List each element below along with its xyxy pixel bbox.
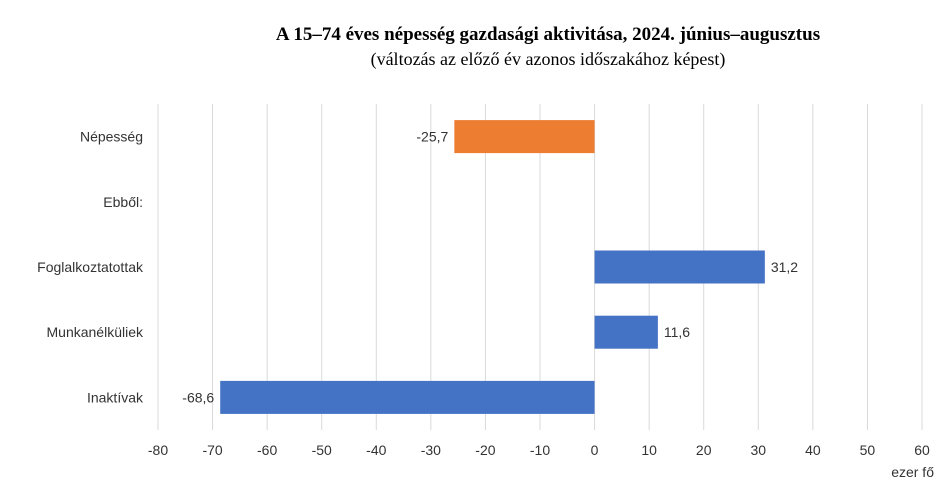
chart-title: A 15–74 éves népesség gazdasági aktivitá… [275,24,821,45]
x-tick-label: 50 [860,442,876,458]
x-unit-label: ezer fő [891,464,934,480]
category-label: Munkanélküliek [47,324,144,340]
x-tick-label: 40 [805,442,821,458]
x-tick-label: 0 [591,442,599,458]
category-label: Ebből: [103,194,143,210]
chart-subtitle: (változás az előző év azonos időszakához… [370,49,726,69]
x-tick-label: -10 [530,442,550,458]
x-tick-label: -20 [475,442,495,458]
x-tick-label: -30 [421,442,441,458]
category-label: Foglalkoztatottak [37,259,144,275]
data-label: -25,7 [416,129,448,145]
category-label: Inaktívak [87,389,144,405]
x-tick-label: -50 [312,442,332,458]
x-tick-label: 10 [641,442,657,458]
x-tick-label: 20 [696,442,712,458]
category-label: Népesség [80,129,143,145]
x-tick-label: -60 [257,442,277,458]
bar [594,250,765,284]
x-tick-label: -40 [366,442,386,458]
bar [454,120,595,154]
x-tick-label: 60 [914,442,930,458]
bar [220,380,595,414]
data-label: -68,6 [182,389,214,405]
data-label: 31,2 [771,259,798,275]
bar [594,315,658,349]
x-tick-label: -70 [202,442,222,458]
x-tick-label: -80 [148,442,168,458]
x-tick-label: 30 [750,442,766,458]
data-label: 11,6 [664,324,690,340]
